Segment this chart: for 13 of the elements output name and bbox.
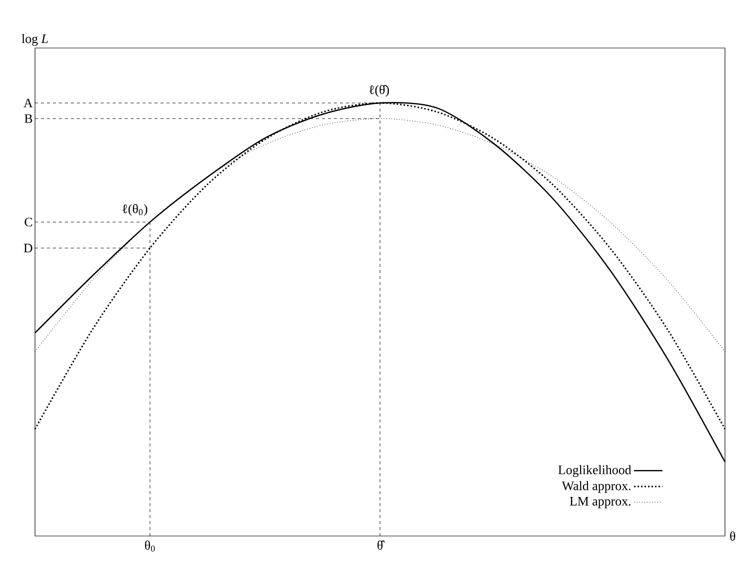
ref-line-label: B: [24, 114, 32, 123]
ref-line-label: A: [24, 98, 33, 108]
annotation: ℓ(θ̂): [369, 84, 389, 97]
y-axis-title: log L: [22, 34, 48, 46]
legend-label: Wald approx.: [562, 481, 630, 493]
annotation: ℓ(θ$_{0}$): [122, 204, 148, 216]
legend-label: LM approx.: [570, 496, 630, 508]
x-axis-title: θ: [730, 531, 736, 541]
ref-line-label: D: [24, 244, 32, 252]
legend-label: Loglikelihood: [558, 465, 632, 477]
x-tick-label: θ̂: [378, 540, 386, 550]
x-tick-label: θ$_{0}$: [144, 540, 155, 552]
ref-line-label: C: [24, 218, 32, 226]
